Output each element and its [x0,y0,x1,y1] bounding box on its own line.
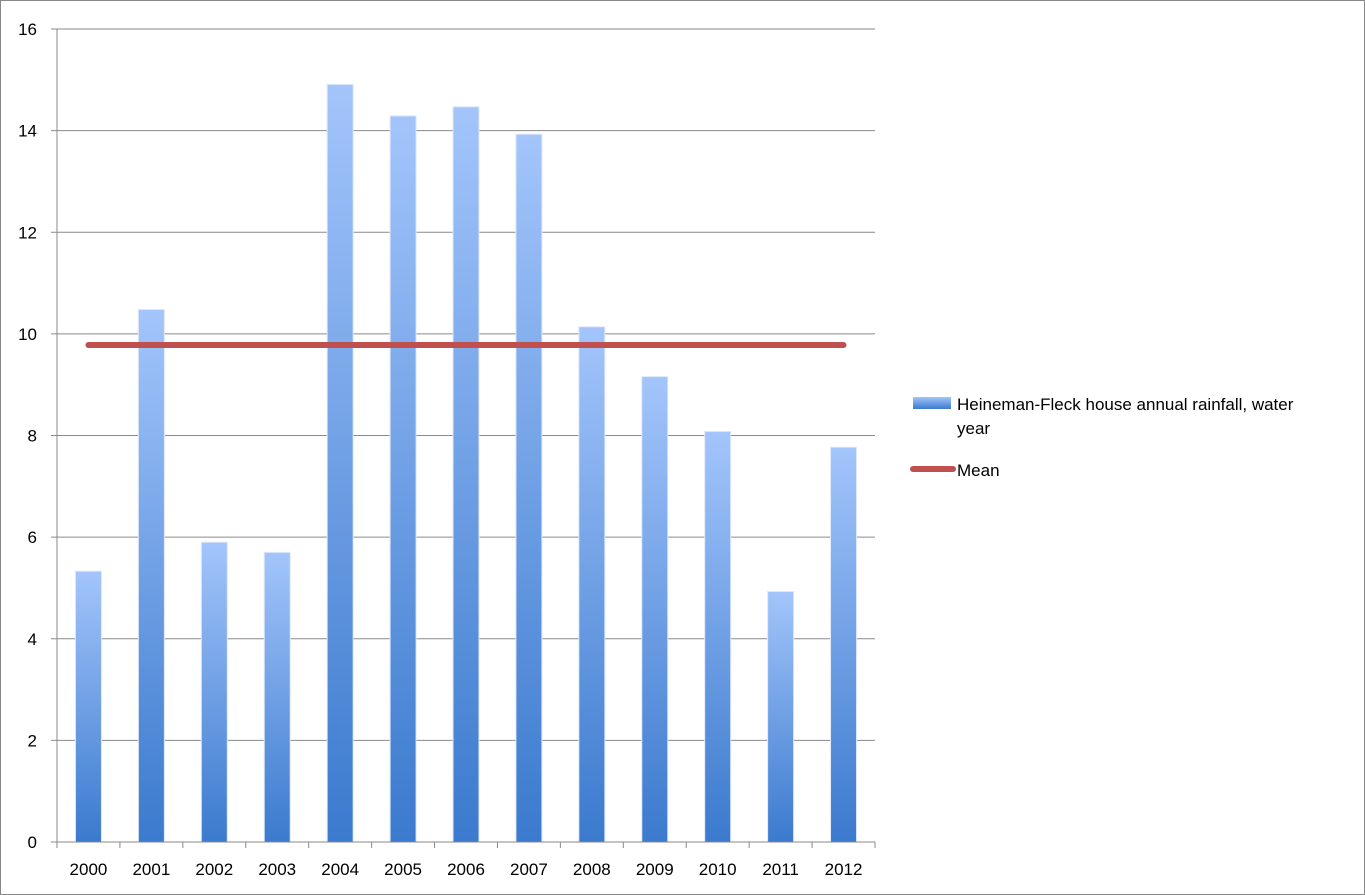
y-tick-label: 6 [28,528,37,547]
y-tick-label: 16 [18,20,37,39]
bar-2010 [704,430,732,843]
bar-2000 [74,570,102,843]
x-tick-label: 2012 [825,860,863,879]
x-tick-label: 2003 [258,860,296,879]
x-tick-label: 2004 [321,860,359,879]
x-tick-label: 2009 [636,860,674,879]
y-tick-label: 10 [18,325,37,344]
legend-label-mean: Mean [957,461,1000,480]
y-tick-label: 2 [28,731,37,750]
bar-series [74,83,858,843]
x-tick-label: 2008 [573,860,611,879]
x-tick-label: 2005 [384,860,422,879]
legend-swatch-rainfall [913,397,951,409]
bar-2007 [515,133,543,843]
legend: Heineman-Fleck house annual rainfall, wa… [910,395,1294,480]
x-tick-label: 2011 [762,860,799,879]
bar-2012 [830,446,858,843]
legend-label-rainfall: year [957,419,990,438]
x-tick-label: 2002 [195,860,233,879]
x-tick-label: 2000 [70,860,108,879]
bar-2005 [389,115,417,843]
y-tick-label: 4 [28,630,37,649]
x-tick-label: 2010 [699,860,737,879]
bar-2001 [137,308,165,843]
y-tick-label: 14 [18,122,37,141]
bar-2003 [263,551,291,843]
y-tick-label: 8 [28,427,37,446]
y-tick-label: 12 [18,223,37,242]
bar-2004 [326,83,354,843]
y-axis-ticks: 0 2 4 6 8 10 12 14 16 [18,20,37,852]
axes [56,29,875,843]
x-tick-label: 2006 [447,860,485,879]
bar-2002 [200,541,228,843]
bar-2006 [452,106,480,843]
y-tick-label: 0 [28,833,37,852]
bar-2009 [641,376,669,843]
x-axis-ticks: 2000 2001 2002 2003 2004 2005 2006 2007 2008 2009… [56,842,876,879]
legend-label-rainfall: Heineman-Fleck house annual rainfall, wa… [957,395,1294,414]
x-tick-label: 2007 [510,860,548,879]
bar-2011 [767,590,795,843]
x-tick-label: 2001 [132,860,170,879]
bar-2008 [578,326,606,843]
